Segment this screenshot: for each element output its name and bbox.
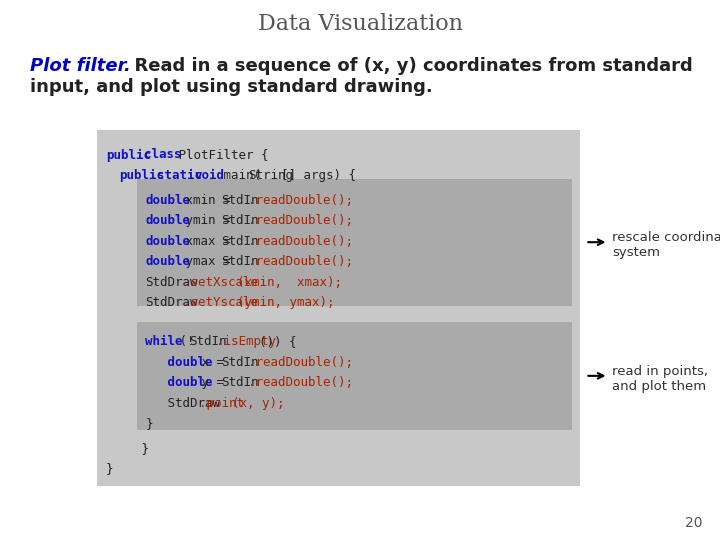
Text: (!: (! (173, 335, 195, 348)
Text: y =: y = (194, 376, 232, 389)
Text: StdIn: StdIn (221, 194, 258, 207)
Text: .readDouble();: .readDouble(); (248, 194, 353, 207)
Text: x =: x = (194, 356, 232, 369)
Text: double: double (145, 235, 190, 248)
Text: xmin =: xmin = (178, 194, 238, 207)
Text: StdIn: StdIn (221, 255, 258, 268)
Text: read in points,
and plot them: read in points, and plot them (612, 365, 708, 393)
Text: rescale coordinate
system: rescale coordinate system (612, 232, 720, 259)
Text: static: static (157, 169, 202, 182)
Text: 20: 20 (685, 516, 702, 530)
Text: while: while (145, 335, 183, 348)
Text: .setYscale: .setYscale (183, 296, 258, 309)
Text: (ymin, ymax);: (ymin, ymax); (238, 296, 335, 309)
Text: Data Visualization: Data Visualization (258, 14, 462, 36)
Text: .setXscale: .setXscale (183, 276, 258, 289)
Text: .readDouble();: .readDouble(); (248, 235, 353, 248)
Text: class: class (144, 148, 181, 161)
Text: }: } (106, 462, 113, 475)
Text: Read in a sequence of (x, y) coordinates from standard: Read in a sequence of (x, y) coordinates… (122, 57, 693, 75)
Text: ymin =: ymin = (178, 214, 238, 227)
Text: input, and plot using standard drawing.: input, and plot using standard drawing. (30, 78, 433, 96)
Text: String: String (248, 169, 294, 182)
Text: .readDouble();: .readDouble(); (248, 376, 353, 389)
Bar (137, 322, 572, 430)
Text: double: double (145, 194, 190, 207)
Text: (x, y);: (x, y); (232, 397, 284, 410)
Text: [] args) {: [] args) { (281, 169, 356, 182)
Text: (xmin,  xmax);: (xmin, xmax); (238, 276, 342, 289)
Text: .readDouble();: .readDouble(); (248, 214, 353, 227)
Text: }: } (145, 417, 153, 430)
Text: void: void (194, 169, 225, 182)
Text: StdIn: StdIn (221, 376, 258, 389)
Text: public: public (106, 148, 151, 161)
Text: .readDouble();: .readDouble(); (248, 356, 353, 369)
Text: public: public (119, 169, 164, 182)
Bar (137, 179, 572, 306)
Text: StdIn: StdIn (221, 235, 258, 248)
Bar (97, 130, 580, 486)
Text: }: } (119, 442, 149, 455)
Text: .readDouble();: .readDouble(); (248, 255, 353, 268)
Text: double: double (145, 376, 213, 389)
Text: StdIn: StdIn (221, 356, 258, 369)
Text: PlotFilter {: PlotFilter { (171, 148, 268, 161)
Text: main(: main( (216, 169, 261, 182)
Text: .point: .point (199, 397, 245, 410)
Text: xmax =: xmax = (178, 235, 238, 248)
Text: StdIn: StdIn (189, 335, 226, 348)
Text: Plot filter.: Plot filter. (30, 57, 131, 75)
Text: StdIn: StdIn (221, 214, 258, 227)
Text: StdDraw: StdDraw (145, 276, 198, 289)
Text: double: double (145, 255, 190, 268)
Text: .isEmpty: .isEmpty (216, 335, 276, 348)
Text: StdDraw: StdDraw (145, 296, 198, 309)
Text: ymax =: ymax = (178, 255, 238, 268)
Text: ()) {: ()) { (259, 335, 297, 348)
Text: double: double (145, 356, 213, 369)
Text: StdDraw: StdDraw (145, 397, 220, 410)
Text: double: double (145, 214, 190, 227)
